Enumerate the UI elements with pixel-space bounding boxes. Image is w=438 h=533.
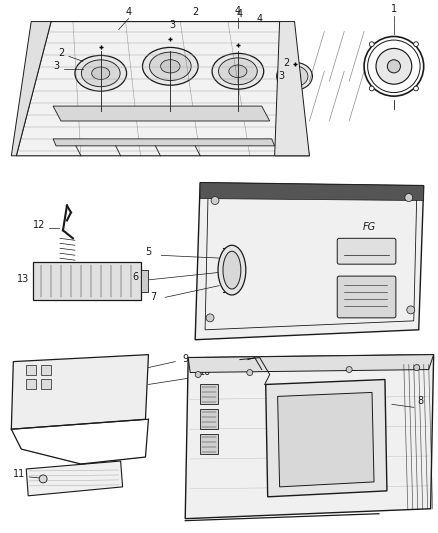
- FancyBboxPatch shape: [200, 409, 218, 429]
- Ellipse shape: [55, 373, 103, 406]
- FancyBboxPatch shape: [200, 384, 218, 405]
- Circle shape: [39, 475, 47, 483]
- Text: 9: 9: [182, 353, 188, 364]
- Circle shape: [346, 367, 352, 373]
- Circle shape: [247, 369, 253, 376]
- Ellipse shape: [219, 58, 257, 85]
- Text: 8: 8: [418, 397, 424, 406]
- Circle shape: [272, 255, 293, 276]
- Text: 5: 5: [145, 247, 152, 257]
- Polygon shape: [26, 461, 123, 496]
- Ellipse shape: [142, 47, 198, 85]
- Polygon shape: [188, 354, 434, 373]
- Polygon shape: [266, 379, 387, 497]
- Text: 3: 3: [169, 20, 175, 29]
- Circle shape: [244, 297, 251, 304]
- Text: 12: 12: [33, 220, 46, 230]
- Circle shape: [407, 306, 415, 314]
- Text: 7: 7: [150, 292, 156, 302]
- Ellipse shape: [149, 52, 191, 80]
- Text: 11: 11: [13, 469, 25, 479]
- Ellipse shape: [212, 53, 264, 89]
- Circle shape: [369, 42, 374, 46]
- Text: FG: FG: [363, 222, 376, 232]
- Circle shape: [369, 86, 374, 91]
- Text: 2: 2: [192, 6, 198, 17]
- Text: 3: 3: [279, 71, 285, 81]
- FancyBboxPatch shape: [33, 262, 141, 300]
- FancyBboxPatch shape: [337, 276, 396, 318]
- Circle shape: [206, 314, 214, 322]
- FancyBboxPatch shape: [200, 434, 218, 454]
- Text: 4: 4: [237, 9, 243, 19]
- Text: 10: 10: [199, 367, 211, 376]
- Polygon shape: [275, 21, 309, 156]
- Circle shape: [413, 86, 418, 91]
- Ellipse shape: [68, 382, 90, 397]
- Circle shape: [211, 197, 219, 205]
- Text: 13: 13: [17, 274, 29, 284]
- Circle shape: [414, 365, 420, 370]
- Circle shape: [387, 60, 400, 73]
- Polygon shape: [185, 354, 434, 519]
- Polygon shape: [278, 392, 374, 487]
- Ellipse shape: [75, 55, 127, 91]
- FancyBboxPatch shape: [337, 238, 396, 264]
- Ellipse shape: [229, 65, 247, 77]
- Ellipse shape: [223, 251, 241, 289]
- Polygon shape: [11, 354, 148, 429]
- FancyBboxPatch shape: [26, 365, 36, 375]
- Circle shape: [314, 226, 322, 233]
- Ellipse shape: [81, 60, 120, 87]
- Polygon shape: [53, 106, 270, 121]
- Circle shape: [376, 49, 412, 84]
- FancyBboxPatch shape: [41, 365, 51, 375]
- Ellipse shape: [277, 62, 312, 90]
- Text: 4: 4: [235, 6, 241, 15]
- Text: 2: 2: [283, 58, 290, 68]
- Text: 4: 4: [126, 6, 132, 17]
- Text: 2: 2: [58, 49, 64, 59]
- Ellipse shape: [218, 245, 246, 295]
- Polygon shape: [53, 139, 275, 146]
- Polygon shape: [16, 21, 309, 156]
- Ellipse shape: [281, 66, 308, 87]
- Circle shape: [254, 237, 311, 294]
- Circle shape: [244, 226, 251, 233]
- Ellipse shape: [288, 71, 301, 81]
- Ellipse shape: [47, 368, 111, 411]
- Polygon shape: [195, 183, 424, 340]
- Ellipse shape: [92, 67, 110, 79]
- Polygon shape: [11, 21, 51, 156]
- Circle shape: [405, 193, 413, 201]
- Circle shape: [413, 42, 418, 46]
- Circle shape: [314, 297, 322, 304]
- Text: 3: 3: [53, 61, 59, 71]
- FancyBboxPatch shape: [41, 379, 51, 390]
- FancyBboxPatch shape: [26, 379, 36, 390]
- Polygon shape: [200, 183, 424, 200]
- Text: 1: 1: [391, 4, 397, 14]
- Ellipse shape: [161, 60, 180, 73]
- Text: 6: 6: [132, 272, 138, 282]
- Text: 4: 4: [257, 13, 263, 23]
- Circle shape: [195, 372, 201, 377]
- FancyBboxPatch shape: [141, 270, 148, 292]
